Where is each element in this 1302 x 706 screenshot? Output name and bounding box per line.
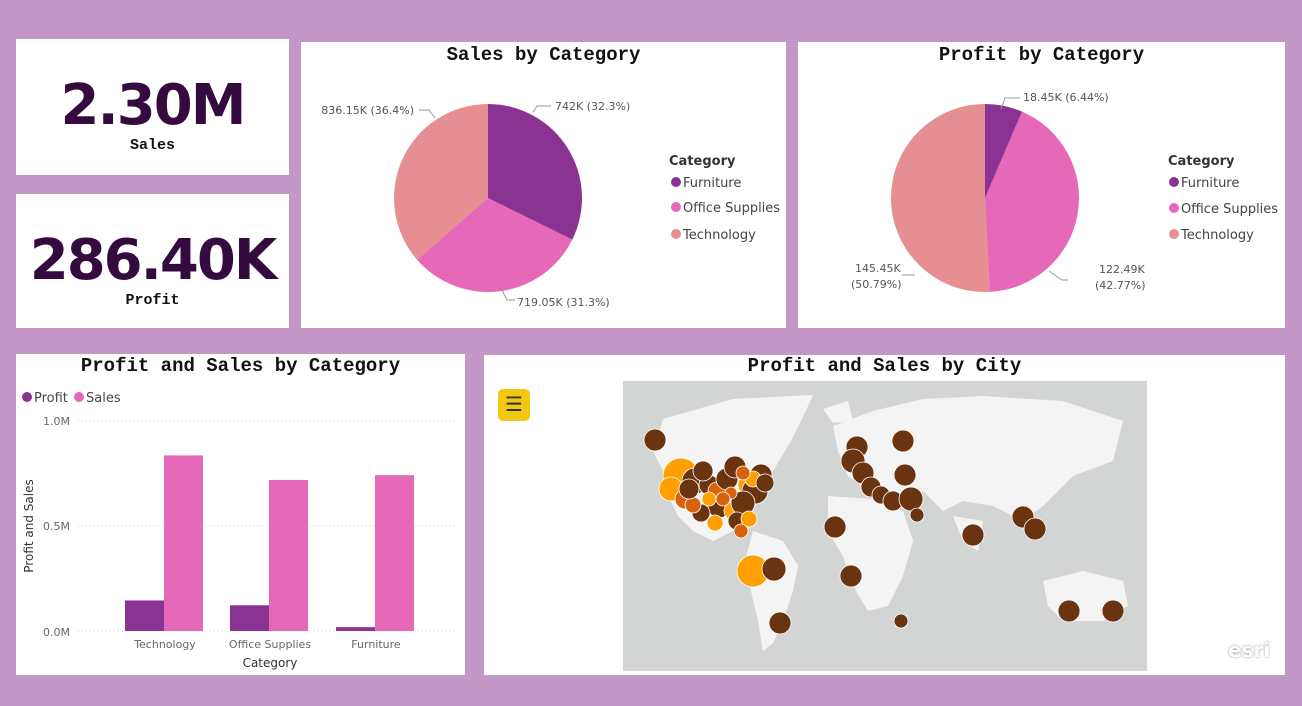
city-bubble[interactable] [893,463,917,487]
legend-office-supplies: Office Supplies [683,201,780,216]
y-tick-label: 0.5M [43,520,70,533]
bar-chart-title: Profit and Sales by Category [80,355,401,377]
city-bubble[interactable] [768,611,792,635]
bar-sales-office-supplies[interactable] [269,479,308,631]
city-bubble[interactable] [643,428,667,452]
data-label-office-supplies-pct: (42.77%) [1095,279,1146,292]
hamburger-menu-icon[interactable]: ☰ [498,389,530,421]
legend-marker-technology [671,229,681,239]
city-bubble[interactable] [1023,517,1047,541]
y-tick-label: 1.0M [43,415,70,428]
leader-line [1048,270,1068,281]
profit-kpi-card: 286.40K Profit [16,194,289,328]
land [653,395,1128,651]
x-tick-label: Technology [133,638,196,651]
sales-kpi-value: 2.30M [60,73,247,138]
city-bubble[interactable] [839,564,863,588]
legend-title: Category [669,154,736,169]
data-label-office-supplies-value: 122.49K [1099,263,1145,276]
esri-attribution: esri [1228,638,1271,662]
city-bubble[interactable] [961,523,985,547]
city-bubble[interactable] [701,491,717,507]
sales-by-category-card: Sales by Category 742K (32.3%) 719.05K (… [301,42,786,328]
map-canvas [643,395,1128,651]
profit-by-category-chart: 18.45K (6.44%) 122.49K (42.77%) 145.45K … [851,91,1278,292]
city-bubble[interactable] [706,514,724,532]
bar-profit-furniture[interactable] [336,627,375,631]
x-tick-label: Office Supplies [229,638,311,651]
pie-slice-technology[interactable] [394,104,488,260]
legend-furniture: Furniture [1181,176,1239,191]
legend-marker-office-supplies [1169,203,1179,213]
bar-profit-technology[interactable] [125,600,164,631]
leader-line [501,289,515,301]
legend-marker-furniture [1169,177,1179,187]
pie-slice-furniture[interactable] [488,104,582,240]
leader-line [1000,97,1020,110]
pie-slice-technology[interactable] [891,104,990,292]
city-bubble[interactable] [891,429,915,453]
city-markers [643,428,1125,635]
city-bubble[interactable] [733,523,749,539]
legend-marker-profit [22,392,32,402]
pie-slice-office-supplies[interactable] [985,111,1079,292]
city-bubble[interactable] [1101,599,1125,623]
profit-kpi-value: 286.40K [29,228,278,293]
data-label-office-supplies: 719.05K (31.3%) [517,296,610,309]
leader-line [532,105,551,113]
bar-chart-card: Profit and Sales by Category Profit Sale… [16,354,465,675]
profit-by-category-card: Profit by Category 18.45K (6.44%) 122.49… [798,42,1285,328]
city-bubble[interactable] [735,465,751,481]
bar-sales-furniture[interactable] [375,475,414,631]
profit-kpi-label: Profit [125,292,180,309]
pie-slice-office-supplies[interactable] [417,198,573,292]
profit-by-category-title: Profit by Category [938,44,1145,66]
sales-kpi-label: Sales [129,137,175,154]
map-title: Profit and Sales by City [747,355,1022,377]
bar-sales-technology[interactable] [164,455,203,631]
map-card: Profit and Sales by City ☰ esri [484,355,1285,675]
legend-technology: Technology [682,228,756,243]
city-bubble[interactable] [898,486,924,512]
profit-sales-bar-chart: Profit Sales 1.0M 0.5M 0.0M Profit and S… [22,391,458,670]
x-axis-title: Category [243,656,298,670]
data-label-technology-value: 145.45K [855,262,901,275]
city-bubble[interactable] [761,556,787,582]
legend-sales: Sales [86,391,121,406]
city-bubble[interactable] [684,496,702,514]
pie-slice-furniture[interactable] [985,104,1023,198]
legend-marker-furniture [671,177,681,187]
sales-by-category-chart: 742K (32.3%) 719.05K (31.3%) 836.15K (36… [321,100,780,309]
city-bubble[interactable] [715,491,731,507]
bar-profit-office-supplies[interactable] [230,605,269,631]
data-label-furniture: 18.45K (6.44%) [1023,91,1109,104]
data-label-technology: 836.15K (36.4%) [321,104,414,117]
data-label-technology-pct: (50.79%) [851,278,902,291]
city-bubble[interactable] [678,478,700,500]
legend-title: Category [1168,154,1235,169]
legend-technology: Technology [1180,228,1254,243]
legend-furniture: Furniture [683,176,741,191]
y-tick-label: 0.0M [43,626,70,639]
legend-marker-office-supplies [671,202,681,212]
legend-profit: Profit [34,391,68,406]
legend-office-supplies: Office Supplies [1181,202,1278,217]
x-tick-label: Furniture [351,638,401,651]
city-bubble[interactable] [1057,599,1081,623]
city-bubble[interactable] [755,473,775,493]
city-bubble[interactable] [740,510,758,528]
world-map[interactable] [623,381,1147,671]
city-bubble[interactable] [692,460,714,482]
city-bubble[interactable] [909,507,925,523]
data-label-furniture: 742K (32.3%) [555,100,630,113]
legend-marker-sales [74,392,84,402]
legend-marker-technology [1169,229,1179,239]
sales-by-category-title: Sales by Category [446,44,641,66]
city-bubble[interactable] [893,613,909,629]
leader-line [419,109,436,119]
sales-kpi-card: 2.30M Sales [16,39,289,175]
city-bubble[interactable] [823,515,847,539]
y-axis-title: Profit and Sales [22,479,36,572]
